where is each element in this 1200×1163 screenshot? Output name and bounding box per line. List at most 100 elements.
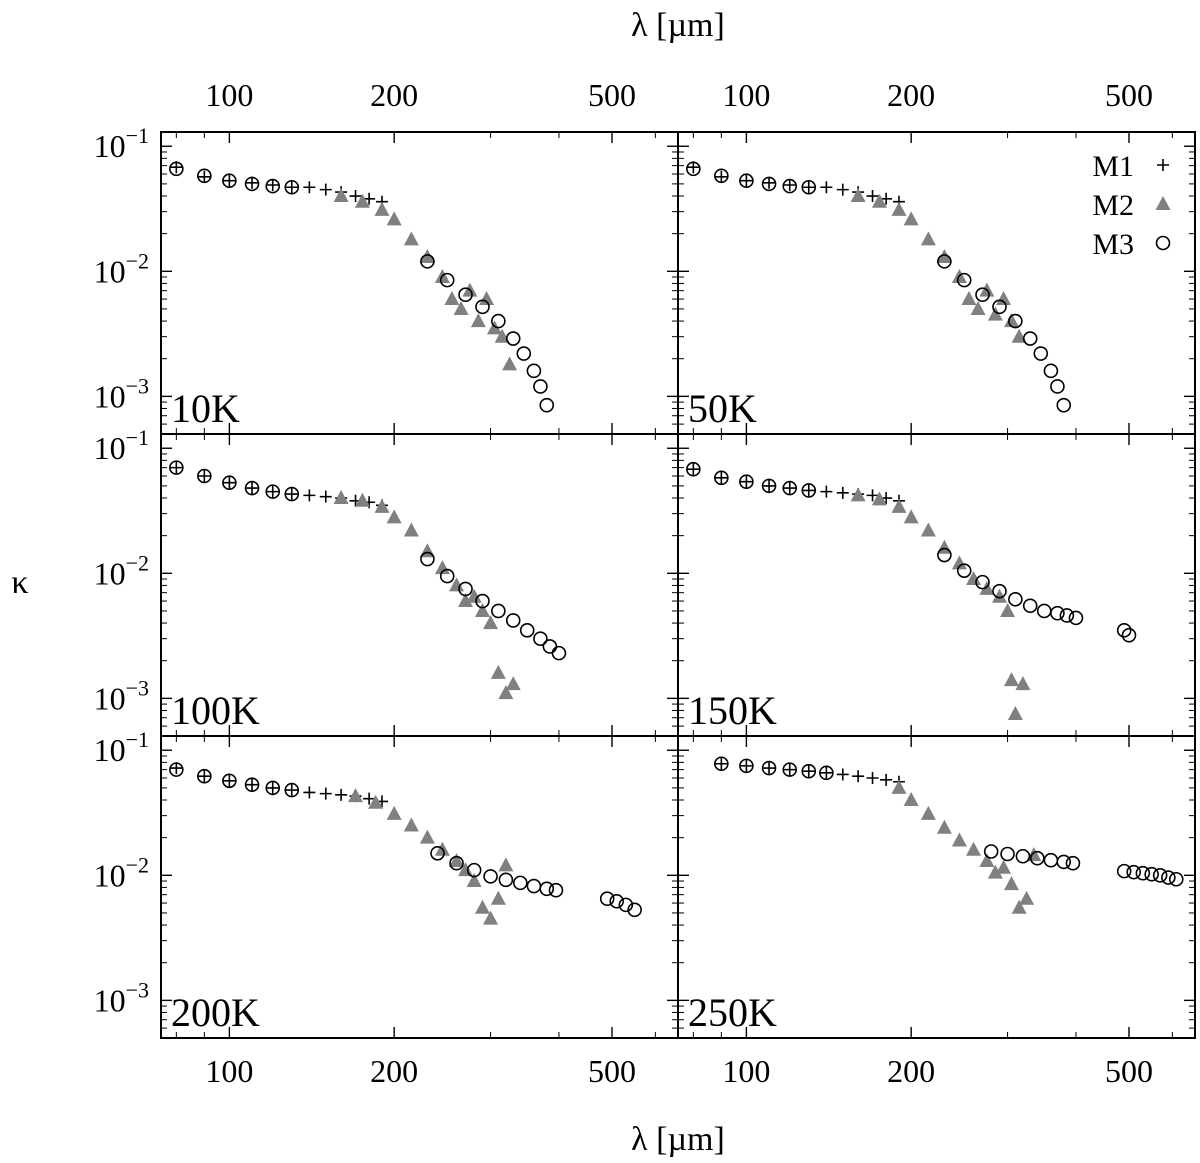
point-m1 [303,181,316,194]
point-m1 [303,786,316,799]
data-points [686,161,1072,413]
point-m3 [1135,865,1151,881]
point-m3 [169,161,184,177]
point-m1 [223,476,236,489]
point-m3 [284,486,300,502]
point-m3 [519,623,535,638]
point-m3 [1116,623,1132,638]
x-tick-label-top: 200 [370,77,418,113]
point-m3 [739,758,754,774]
point-m3 [539,881,555,897]
point-m3 [505,331,521,346]
point-m3 [739,474,754,490]
point-m1 [783,763,796,776]
point-m3 [420,551,435,567]
point-m3 [937,547,952,563]
y-tick-label: 10−2 [94,852,149,893]
point-m3 [1059,608,1075,623]
point-m1 [802,484,815,497]
point-m1 [285,784,298,797]
panel-temperature-label: 200K [171,990,260,1035]
point-m3 [992,299,1007,315]
point-m2 [970,300,986,315]
point-m3 [975,287,990,302]
point-m3 [801,179,817,195]
point-m3 [498,872,514,888]
legend-marker-m3 [1155,235,1171,251]
point-m2 [498,857,514,872]
point-m1 [170,161,183,174]
point-m3 [1043,363,1059,379]
point-m2 [444,291,460,306]
data-points [169,762,642,925]
point-m3 [1065,855,1081,871]
point-m2 [871,193,887,208]
point-m1 [836,768,849,781]
point-m2 [966,841,982,856]
point-m3 [284,782,300,798]
y-tick-label: 10−2 [94,550,149,591]
point-m3 [975,574,990,590]
point-m3 [1121,627,1137,643]
point-m3 [513,875,528,891]
point-m2 [1003,876,1019,891]
point-m2 [386,211,402,226]
y-tick-label: 10−1 [94,123,149,164]
point-m3 [1126,864,1142,880]
x-tick-label-bottom: 500 [1105,1053,1153,1089]
panel-10K: 10−1 10−2 10−3 100 200 500 10K [94,77,679,435]
point-m1 [319,183,332,196]
point-m1 [223,174,236,187]
point-m3 [1015,848,1031,864]
point-m2 [1011,899,1027,914]
point-m2 [466,588,482,603]
point-m1 [783,482,796,495]
panel-temperature-label: 100K [171,688,260,733]
point-m3 [439,272,455,288]
point-m3 [533,379,548,394]
point-m2 [374,498,390,513]
point-m3 [782,178,798,194]
point-m2 [502,356,518,371]
panel-temperature-label: 150K [688,688,777,733]
point-m3 [1033,346,1049,361]
point-m2 [494,328,510,343]
point-m2 [449,577,465,592]
legend-marker-m1 [1157,159,1169,171]
point-m1 [866,771,879,784]
y-axis-title: κ [11,564,28,601]
point-m3 [284,179,300,195]
point-m2 [483,615,499,630]
x-tick-label-bottom: 200 [370,1053,418,1089]
point-m3 [761,176,777,192]
x-tick-label-top: 500 [1105,77,1153,113]
point-m1 [763,176,776,189]
point-m2 [483,910,499,925]
point-m3 [1144,866,1159,882]
point-m3 [782,480,798,496]
point-m2 [333,188,349,203]
point-m3 [169,762,184,777]
point-m1 [763,479,776,492]
point-m3 [533,631,548,646]
point-m1 [820,766,833,779]
y-tick-label: 10−1 [94,425,149,466]
point-m2 [850,188,866,203]
top-x-axis-title: λ [µm] [631,7,725,44]
point-m3 [714,470,729,486]
point-m2 [449,853,465,868]
point-m2 [951,555,967,570]
point-m3 [1022,598,1038,614]
point-m2 [1000,602,1016,617]
point-m3 [548,882,564,898]
point-m2 [903,792,919,807]
point-m3 [458,581,473,597]
point-m1 [335,788,348,801]
point-m2 [996,859,1012,874]
point-m3 [466,862,482,878]
point-m2 [490,664,506,679]
point-m2 [992,588,1008,603]
point-m2 [403,817,419,832]
point-m3 [1036,603,1052,619]
point-m1 [802,181,815,194]
